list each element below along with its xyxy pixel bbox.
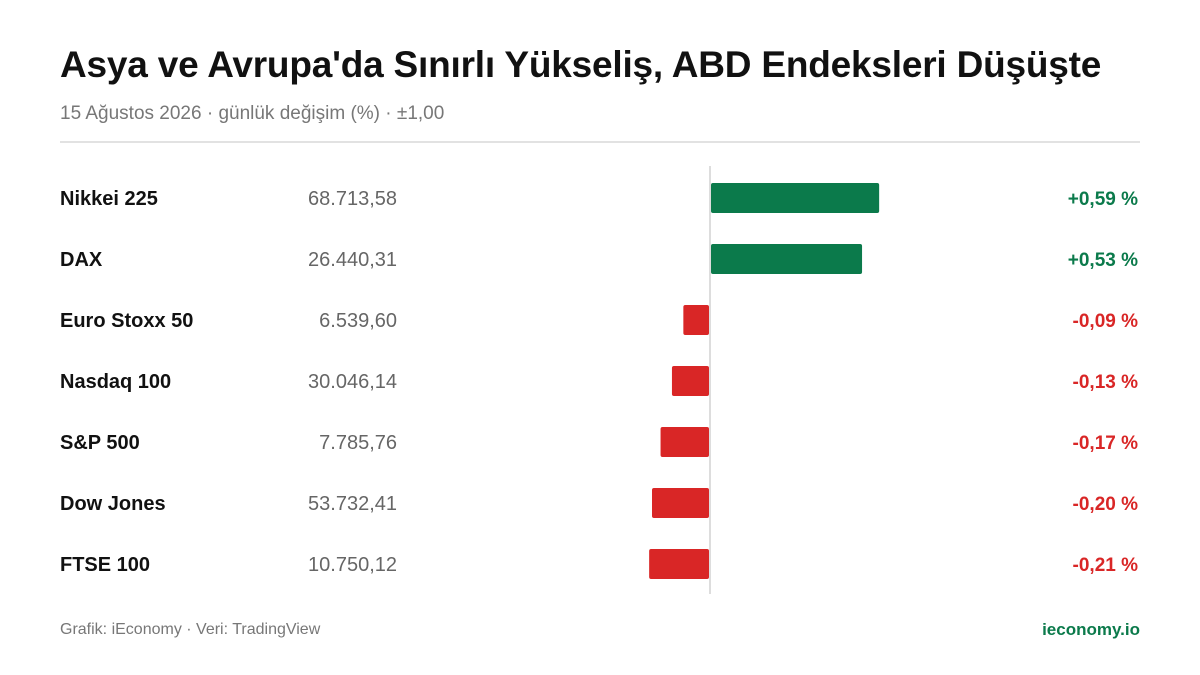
- negative-change-bar: [652, 488, 709, 518]
- source-credit: Grafik: iEconomy · Veri: TradingView: [60, 621, 321, 638]
- index-level-label: 6.539,60: [319, 310, 397, 332]
- chart-row: Nikkei 225 68.713,58 +0,59 %: [60, 183, 1138, 213]
- index-level-label: 53.732,41: [308, 493, 397, 515]
- change-value-label: +0,59 %: [1068, 189, 1138, 210]
- index-level-label: 30.046,14: [308, 371, 397, 393]
- negative-change-bar: [671, 366, 709, 396]
- index-level-label: 26.440,31: [308, 249, 397, 271]
- change-value-label: -0,17 %: [1073, 433, 1139, 454]
- chart-row: Nasdaq 100 30.046,14 -0,13 %: [60, 366, 1138, 396]
- change-value-label: -0,09 %: [1073, 311, 1139, 332]
- chart-row: Dow Jones 53.732,41 -0,20 %: [60, 488, 1138, 518]
- chart-subtitle: 15 Ağustos 2026 · günlük değişim (%) · ±…: [60, 103, 445, 124]
- negative-change-bar: [660, 427, 709, 457]
- index-name-label: Nikkei 225: [60, 188, 158, 210]
- chart-title: Asya ve Avrupa'da Sınırlı Yükseliş, ABD …: [60, 44, 1102, 85]
- index-name-label: Dow Jones: [60, 493, 166, 515]
- positive-change-bar: [711, 183, 880, 213]
- index-level-label: 10.750,12: [308, 554, 397, 576]
- header-divider: [60, 141, 1140, 143]
- change-value-label: +0,53 %: [1068, 250, 1138, 271]
- chart-row: FTSE 100 10.750,12 -0,21 %: [60, 549, 1138, 579]
- chart-row: DAX 26.440,31 +0,53 %: [60, 244, 1138, 274]
- site-link[interactable]: ieconomy.io: [1042, 620, 1140, 639]
- change-value-label: -0,13 %: [1073, 372, 1139, 393]
- chart-row: S&P 500 7.785,76 -0,17 %: [60, 427, 1138, 457]
- positive-change-bar: [711, 244, 863, 274]
- index-name-label: DAX: [60, 249, 103, 271]
- negative-change-bar: [649, 549, 709, 579]
- index-level-label: 7.785,76: [319, 432, 397, 454]
- chart-row: Euro Stoxx 50 6.539,60 -0,09 %: [60, 305, 1138, 335]
- index-name-label: FTSE 100: [60, 554, 150, 576]
- change-value-label: -0,20 %: [1073, 494, 1139, 515]
- index-name-label: Euro Stoxx 50: [60, 310, 193, 332]
- negative-change-bar: [683, 305, 709, 335]
- index-name-label: Nasdaq 100: [60, 371, 171, 393]
- index-level-label: 68.713,58: [308, 188, 397, 210]
- change-value-label: -0,21 %: [1073, 555, 1139, 576]
- index-name-label: S&P 500: [60, 432, 140, 454]
